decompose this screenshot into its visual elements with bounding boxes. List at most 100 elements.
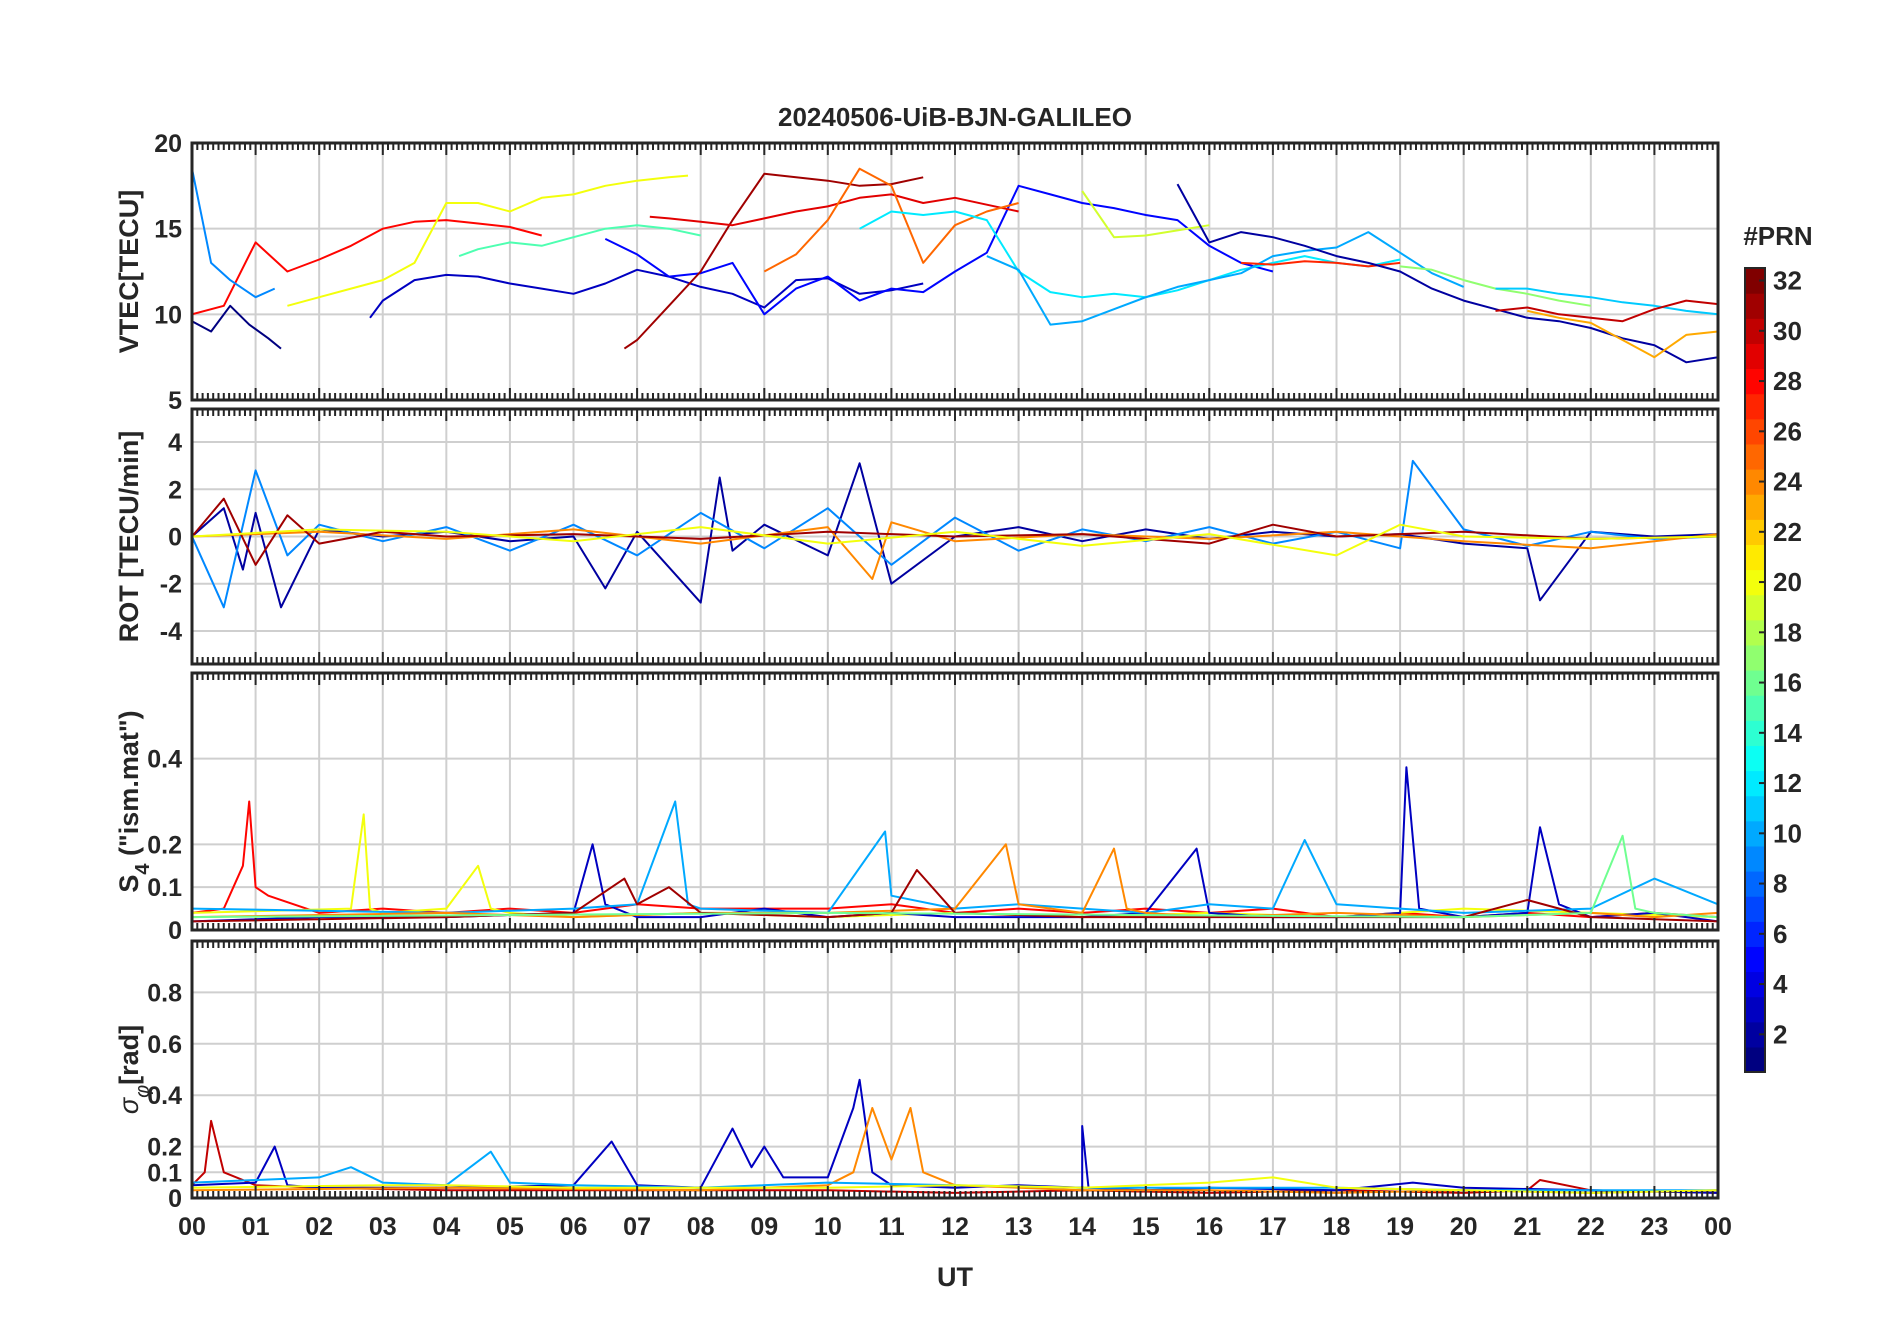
panel-s4: 0 0.1 0.2 0.4S4 ("ism.mat") <box>114 671 1720 945</box>
panel-vtec: 5 10 15 20 VTEC[TECU] <box>114 130 1720 415</box>
colorbar-segment <box>1745 896 1765 922</box>
x-minor-ticks <box>191 409 1719 664</box>
colorbar-segment <box>1745 443 1765 470</box>
colorbar-segment <box>1745 418 1765 445</box>
series-prn-30 <box>1495 299 1718 323</box>
series-prn-25 <box>763 167 1019 273</box>
x-tick-label: 11 <box>878 1213 905 1241</box>
y-tick-label: 10 <box>154 301 182 329</box>
y-tick-label: 0.2 <box>147 831 182 859</box>
y-tick-label: 0 <box>168 917 182 945</box>
series-prn-23 <box>1527 309 1718 359</box>
series-prn-28 <box>192 800 1718 919</box>
x-tick-label: 04 <box>432 1213 460 1241</box>
series-group <box>192 766 1718 923</box>
colorbar-segment <box>1745 695 1765 721</box>
colorbar-tick-label: 26 <box>1773 416 1802 446</box>
y-tick-label: 0 <box>168 1185 182 1213</box>
y-tick-label: 5 <box>168 387 182 415</box>
x-tick-label: 12 <box>941 1213 969 1241</box>
colorbar-segment <box>1745 343 1765 370</box>
colorbar-segment <box>1745 318 1765 344</box>
x-tick-label: 06 <box>560 1213 588 1241</box>
colorbar-segment <box>1745 745 1765 772</box>
panel-sigma_phi: 00.10.2 0.4 0.6 0.8 σφ[rad] <box>114 939 1720 1213</box>
x-tick-label: 16 <box>1195 1213 1223 1241</box>
chart-title: 20240506-UiB-BJN-GALILEO <box>778 102 1132 132</box>
colorbar-tick-label: 32 <box>1773 266 1802 296</box>
colorbar-tick-label: 16 <box>1773 668 1802 698</box>
y-tick-label: -2 <box>160 571 182 599</box>
y-tick-label: 20 <box>154 130 182 158</box>
colorbar-segment <box>1745 845 1765 872</box>
y-tick-label: 0.6 <box>147 1031 182 1059</box>
colorbar-segment <box>1745 494 1765 520</box>
colorbar-tick-label: 28 <box>1773 366 1802 396</box>
series-prn-16 <box>192 834 1718 919</box>
x-tick-label: 08 <box>687 1213 715 1241</box>
colorbar-segment <box>1745 770 1765 797</box>
x-minor-ticks <box>191 143 1719 400</box>
colorbar-segment <box>1745 293 1765 319</box>
colorbar-segment <box>1745 670 1765 696</box>
x-tick-label: 22 <box>1577 1213 1605 1241</box>
series-prn-28 <box>192 219 542 316</box>
series-prn-27 <box>1241 260 1401 268</box>
colorbar-segment <box>1745 569 1765 596</box>
y-tick-label: 0.2 <box>147 1134 182 1162</box>
y-tick-label: 0.4 <box>147 1082 182 1110</box>
colorbar-tick-label: 14 <box>1773 718 1802 748</box>
series-prn-20 <box>192 523 1718 557</box>
series-prn-1 <box>192 304 282 350</box>
series-prn-5 <box>604 184 1274 316</box>
colorbar-segment <box>1745 268 1765 294</box>
colorbar-tick-label: 30 <box>1773 316 1802 346</box>
x-tick-label: 09 <box>750 1213 778 1241</box>
colorbar-tick-label: 18 <box>1773 617 1802 647</box>
x-tick-label: 10 <box>814 1213 842 1241</box>
colorbar-segment <box>1745 393 1765 420</box>
y-tick-label: 0.1 <box>147 1159 182 1187</box>
colorbar-segment <box>1745 1021 1765 1048</box>
series-prn-12 <box>859 210 1401 299</box>
y-axis-label: VTEC[TECU] <box>114 190 144 354</box>
y-axis-label: S4 ("ism.mat") <box>114 710 154 892</box>
colorbar-segment <box>1745 820 1765 847</box>
y-tick-label: 4 <box>168 429 182 457</box>
series-prn-29 <box>649 193 1019 227</box>
series-group <box>192 167 1718 364</box>
x-tick-label: 00 <box>178 1213 206 1241</box>
y-tick-label: -4 <box>160 618 182 646</box>
series-prn-9 <box>192 168 276 299</box>
x-tick-label: 02 <box>305 1213 333 1241</box>
x-tick-label: 00 <box>1704 1213 1732 1241</box>
x-minor-ticks <box>191 941 1719 1198</box>
series-prn-10 <box>986 231 1465 326</box>
y-axis-label: ROT [TECU/min] <box>114 431 144 642</box>
x-tick-label: 13 <box>1005 1213 1033 1241</box>
colorbar-tick-label: 10 <box>1773 818 1802 848</box>
series-prn-19 <box>1081 190 1210 239</box>
x-tick-label: 01 <box>242 1213 270 1241</box>
colorbar-tick-label: 22 <box>1773 517 1802 547</box>
y-tick-label: 0 <box>168 524 182 552</box>
x-tick-label: 15 <box>1132 1213 1160 1241</box>
colorbar-segment <box>1745 871 1765 897</box>
colorbar-segment <box>1745 544 1765 571</box>
series-prn-3 <box>192 766 1718 923</box>
colorbar-tick-label: 6 <box>1773 919 1787 949</box>
colorbar-segment <box>1745 795 1765 822</box>
colorbar-tick-label: 24 <box>1773 467 1802 497</box>
colorbar-segment <box>1745 720 1765 746</box>
colorbar-tick-label: 4 <box>1773 969 1788 999</box>
colorbar-segment <box>1745 996 1765 1023</box>
colorbar-segment <box>1745 519 1765 545</box>
panel-rot: -4 -2 0 2 4 ROT [TECU/min] <box>114 407 1720 666</box>
series-group <box>192 459 1718 609</box>
colorbar-segment <box>1745 619 1765 646</box>
x-tick-label: 03 <box>369 1213 397 1241</box>
colorbar-tick-label: 12 <box>1773 768 1802 798</box>
colorbar-segment <box>1745 946 1765 973</box>
